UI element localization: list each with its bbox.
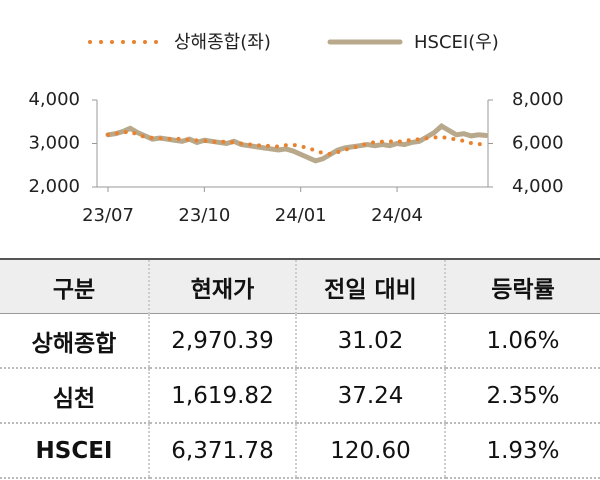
table-header: 구분 현재가 전일 대비 등락률 xyxy=(0,258,600,314)
legend-label: 상해종합(좌) xyxy=(174,32,271,53)
y2-tick-label: 6,000 xyxy=(512,133,564,154)
y-tick-label: 2,000 xyxy=(28,176,80,197)
cell: 120.60 xyxy=(295,423,445,479)
y-tick-label: 4,000 xyxy=(28,89,80,110)
header-cell: 전일 대비 xyxy=(295,258,445,314)
y2-tick-label: 4,000 xyxy=(512,176,564,197)
x-tick-label: 23/07 xyxy=(82,205,134,226)
table-row: HSCEI 6,371.78 120.60 1.93% xyxy=(0,423,600,479)
cell: HSCEI xyxy=(0,423,149,479)
cell: 1,619.82 xyxy=(148,368,296,424)
series-line xyxy=(106,129,488,156)
x-tick-label: 24/01 xyxy=(275,205,327,226)
header-cell: 현재가 xyxy=(148,258,296,314)
cell: 1.93% xyxy=(444,423,600,479)
cell: 2.35% xyxy=(444,368,600,424)
cell: 심천 xyxy=(0,368,149,424)
x-tick-label: 24/04 xyxy=(371,205,423,226)
cell: 31.02 xyxy=(295,313,445,369)
quote-table: 구분 현재가 전일 대비 등락률 상해종합 2,970.39 31.02 1.06% … xyxy=(0,258,600,479)
table-row: 상해종합 2,970.39 31.02 1.06% xyxy=(0,313,600,369)
header-cell: 구분 xyxy=(0,258,149,314)
cell: 37.24 xyxy=(295,368,445,424)
cell: 6,371.78 xyxy=(148,423,296,479)
legend-label: HSCEI(우) xyxy=(414,32,499,53)
y2-tick-label: 8,000 xyxy=(512,89,564,110)
series-line xyxy=(105,123,489,164)
cell: 상해종합 xyxy=(0,313,149,369)
cell: 2,970.39 xyxy=(148,313,296,369)
chart: 2,000 3,000 4,000 4,000 6,000 8,000 23/07 23/10… xyxy=(28,32,564,226)
table-row: 심천 1,619.82 37.24 2.35% xyxy=(0,368,600,424)
y-tick-label: 3,000 xyxy=(28,133,80,154)
cell: 1.06% xyxy=(444,313,600,369)
header-cell: 등락률 xyxy=(444,258,600,314)
x-tick-label: 23/10 xyxy=(178,205,230,226)
